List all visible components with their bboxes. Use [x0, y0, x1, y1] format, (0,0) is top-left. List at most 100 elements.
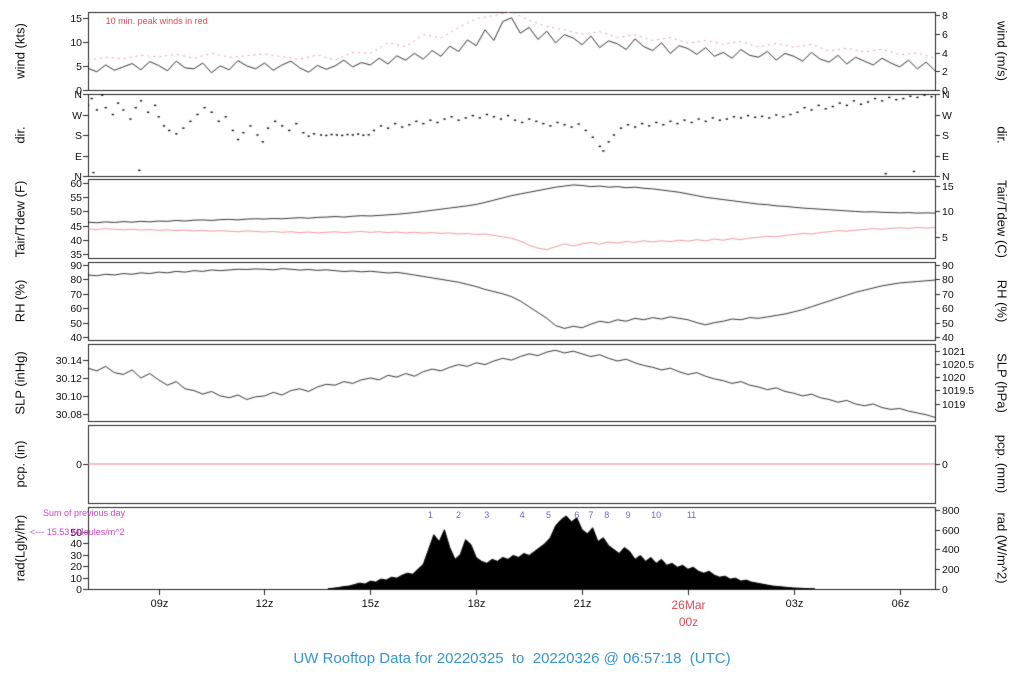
- y-tick-left-wind: 0: [76, 84, 82, 97]
- annotation-rad: 8: [604, 510, 610, 521]
- axis-label-right-temp: Tair/Tdew (C): [994, 179, 1010, 258]
- x-tick-label: 15z: [361, 598, 380, 610]
- annotation-rad: 7: [588, 510, 594, 521]
- axis-label-right-pcp: pcp. (mm): [994, 434, 1010, 494]
- y-tick-left-slp: 30.10: [55, 390, 82, 403]
- axis-label-left-rad: rad(Lgly/hr): [12, 514, 28, 582]
- y-tick-left-temp: 60: [70, 177, 82, 190]
- y-tick-right-pcp: 0: [942, 458, 948, 471]
- annotation-rad: 6: [574, 510, 580, 521]
- annotation-rad: 3: [484, 510, 490, 521]
- y-tick-left-temp: 50: [70, 205, 82, 218]
- y-tick-right-slp: 1019: [942, 398, 966, 411]
- annotation-rad: 1: [427, 510, 433, 521]
- y-tick-right-temp: 5: [942, 231, 948, 244]
- y-tick-right-rad: 800: [942, 504, 960, 517]
- x-tick-label: 26Mar: [671, 598, 706, 612]
- y-tick-right-slp: 1020.5: [942, 358, 975, 371]
- y-tick-right-dir: N: [942, 170, 950, 183]
- annotation-rad: Sum of previous day: [43, 508, 126, 519]
- chart-title: UW Rooftop Data for 20220325 to 20220326…: [293, 650, 731, 667]
- y-tick-left-rh: 70: [70, 288, 82, 301]
- x-tick-label: 21z: [573, 598, 592, 610]
- annotation-rad: <--- 15.53 MJoules/m^2: [30, 526, 125, 537]
- y-tick-right-rad: 600: [942, 524, 960, 537]
- annotation-rad: 5: [546, 510, 552, 521]
- y-tick-right-slp: 1020: [942, 371, 966, 384]
- y-tick-left-slp: 30.08: [55, 408, 82, 421]
- y-tick-left-pcp: 0: [76, 458, 82, 471]
- y-tick-right-slp: 1019.5: [942, 384, 975, 397]
- axis-label-right-wind: wind (m/s): [994, 21, 1010, 81]
- axis-label-left-pcp: pcp. (in): [12, 440, 28, 488]
- y-tick-right-rh: 70: [942, 288, 954, 301]
- annotation-wind: 10 min. peak winds in red: [105, 15, 208, 26]
- y-tick-left-wind: 15: [70, 12, 82, 25]
- y-tick-left-rad: 30: [70, 549, 82, 562]
- y-tick-right-rh: 90: [942, 259, 954, 272]
- y-tick-right-temp: 10: [942, 205, 954, 218]
- y-tick-left-rh: 80: [70, 273, 82, 286]
- y-tick-left-temp: 45: [70, 220, 82, 233]
- y-tick-right-wind: 6: [942, 28, 948, 41]
- x-tick-label2: 00z: [678, 615, 699, 629]
- y-tick-left-wind: 10: [70, 36, 82, 49]
- y-tick-right-wind: 8: [942, 9, 948, 22]
- y-tick-left-temp: 55: [70, 191, 82, 204]
- axis-label-left-temp: Tair/Tdew (F): [12, 180, 28, 257]
- y-tick-left-temp: 40: [70, 234, 82, 247]
- x-tick-label: 12z: [255, 598, 274, 610]
- x-tick-label: 03z: [785, 598, 804, 610]
- y-tick-left-dir: S: [74, 129, 82, 142]
- y-tick-right-rh: 80: [942, 273, 954, 286]
- y-tick-left-dir: N: [74, 170, 82, 183]
- y-tick-right-rh: 50: [942, 317, 954, 330]
- y-tick-right-rh: 60: [942, 302, 954, 315]
- y-tick-left-temp: 35: [70, 248, 82, 261]
- y-tick-left-rad: 20: [70, 560, 82, 573]
- annotation-rad: 2: [456, 510, 462, 521]
- y-tick-right-rad: 0: [942, 583, 948, 596]
- y-tick-left-slp: 30.12: [55, 372, 82, 385]
- y-tick-right-slp: 1021: [942, 345, 966, 358]
- y-tick-right-dir: N: [942, 88, 950, 101]
- y-tick-right-wind: 4: [942, 47, 948, 60]
- annotation-rad: 9: [625, 510, 631, 521]
- y-tick-left-rh: 50: [70, 317, 82, 330]
- axis-label-left-dir: dir.: [12, 126, 28, 144]
- annotation-rad: 11: [686, 510, 697, 521]
- y-tick-right-dir: S: [942, 129, 950, 142]
- y-tick-left-rad: 50: [70, 526, 82, 539]
- axis-label-left-rh: RH (%): [12, 279, 28, 323]
- axis-label-right-dir: dir.: [994, 126, 1010, 144]
- y-tick-left-rh: 40: [70, 331, 82, 344]
- y-tick-right-temp: 15: [942, 180, 954, 193]
- y-tick-right-rh: 40: [942, 331, 954, 344]
- y-tick-left-rh: 90: [70, 259, 82, 272]
- axis-label-right-rh: RH (%): [994, 279, 1010, 323]
- y-tick-left-dir: E: [74, 150, 82, 163]
- annotation-rad: 4: [519, 510, 525, 521]
- y-tick-right-rad: 200: [942, 563, 960, 576]
- y-tick-right-dir: E: [942, 150, 950, 163]
- annotation-rad: 10: [651, 510, 662, 521]
- y-tick-left-rad: 10: [70, 572, 82, 585]
- y-tick-left-rad: 40: [70, 537, 82, 550]
- axis-label-right-rad: rad (W/m^2): [994, 512, 1010, 584]
- y-tick-left-slp: 30.14: [55, 354, 82, 367]
- x-tick-label: 06z: [891, 598, 910, 610]
- x-tick-label: 09z: [150, 598, 169, 610]
- y-tick-left-dir: W: [72, 109, 82, 122]
- y-tick-right-wind: 2: [942, 65, 948, 78]
- y-tick-right-wind: 0: [942, 84, 948, 97]
- axis-label-right-slp: SLP (hPa): [994, 352, 1010, 413]
- y-tick-left-dir: N: [74, 88, 82, 101]
- y-tick-left-rh: 60: [70, 302, 82, 315]
- y-tick-left-wind: 5: [76, 60, 82, 73]
- y-tick-right-dir: W: [942, 109, 952, 122]
- y-tick-right-rad: 400: [942, 543, 960, 556]
- axis-label-left-slp: SLP (inHg): [12, 350, 28, 415]
- axis-label-left-wind: wind (kts): [12, 23, 28, 79]
- x-tick-label: 18z: [467, 598, 486, 610]
